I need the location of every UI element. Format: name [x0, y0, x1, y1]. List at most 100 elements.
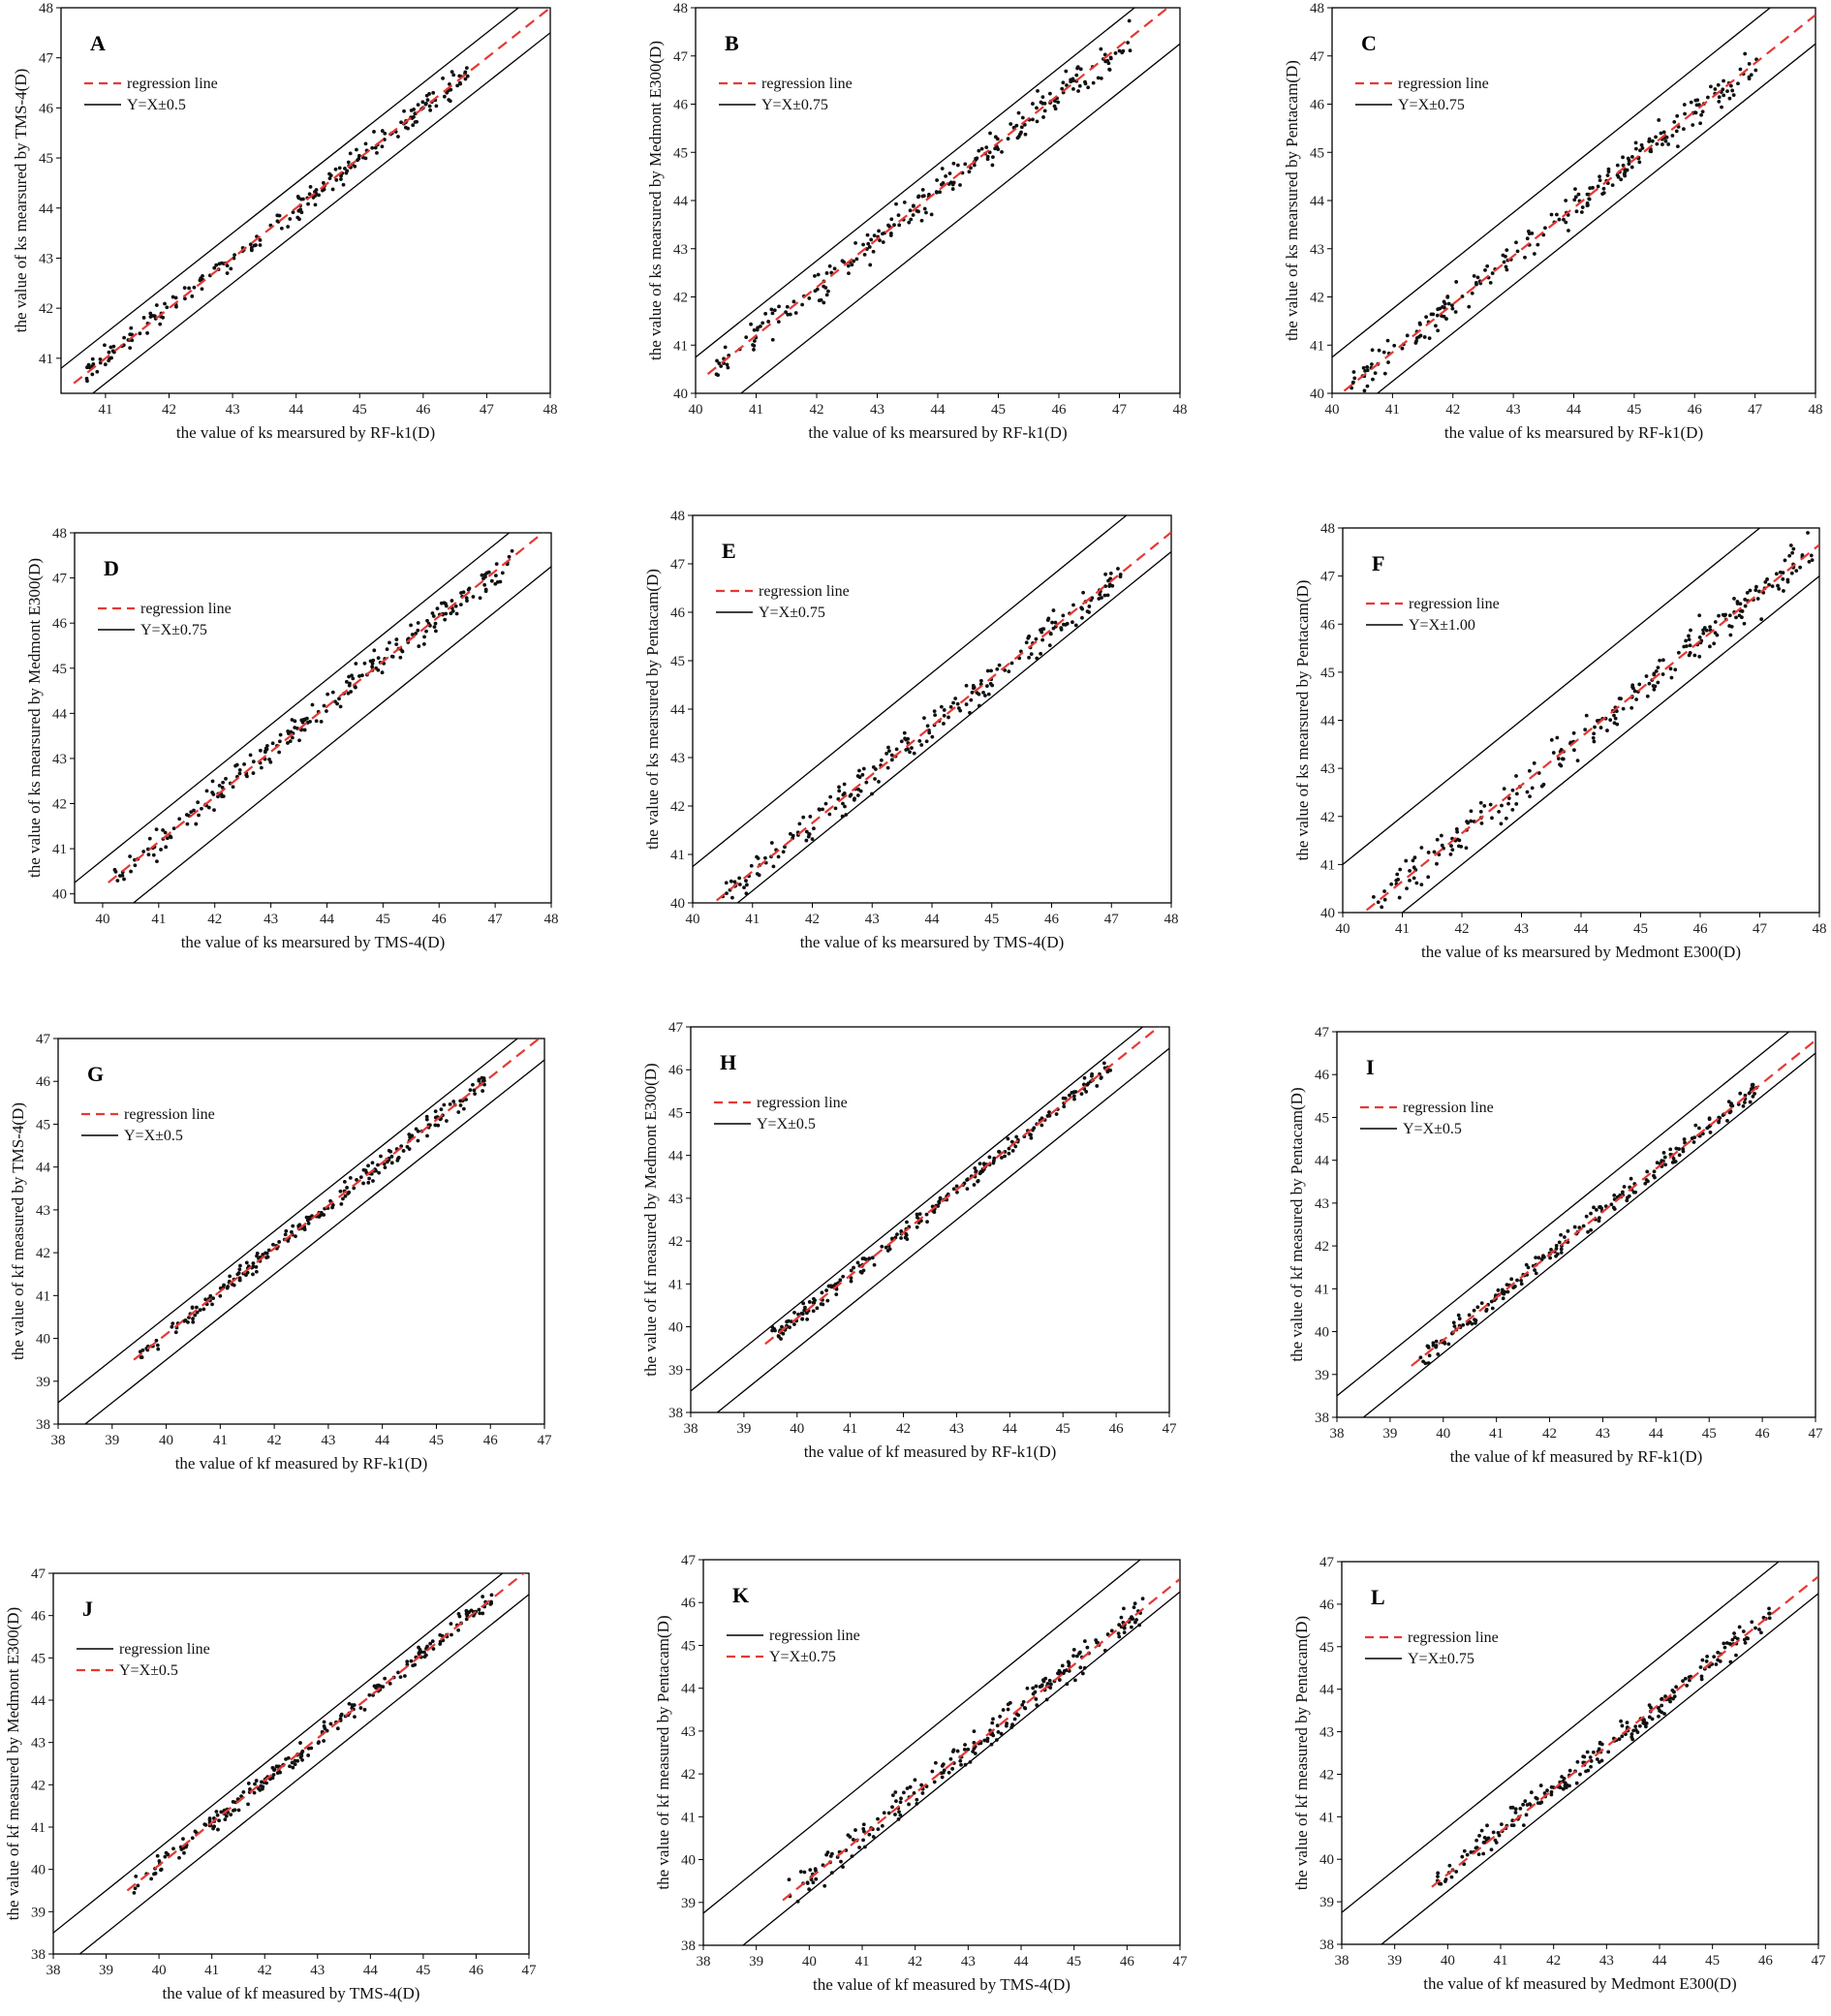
data-point [898, 1800, 903, 1805]
data-point [1432, 850, 1437, 854]
data-point [1594, 1207, 1598, 1212]
data-point [480, 573, 484, 577]
data-point [1717, 613, 1721, 618]
data-point [271, 1773, 276, 1777]
plot-frame [690, 1026, 1170, 1413]
plot-frame [1342, 527, 1820, 914]
data-point [1023, 1706, 1028, 1711]
data-point [366, 1180, 371, 1185]
data-point [1660, 658, 1665, 663]
data-point [902, 200, 907, 204]
data-point [394, 637, 399, 641]
x-tick-label: 41 [204, 1963, 219, 1978]
data-point [1750, 1620, 1754, 1625]
data-point [311, 196, 316, 200]
data-point [1726, 1100, 1731, 1104]
data-point [1000, 149, 1004, 154]
data-point [1479, 1828, 1484, 1833]
data-point [1477, 1833, 1481, 1838]
y-tick-label: 40 [1310, 387, 1324, 402]
data-point [846, 264, 851, 268]
legend-label: regression line [757, 1095, 848, 1111]
y-tick-label: 40 [673, 387, 688, 402]
data-point [291, 210, 295, 214]
data-point [468, 1088, 473, 1093]
data-point [1597, 1216, 1601, 1221]
y-tick-label: 46 [668, 1063, 684, 1078]
data-point [892, 223, 896, 228]
data-point [826, 289, 830, 294]
data-point [237, 771, 242, 776]
data-point [354, 685, 357, 690]
legend-label: Y=X±0.5 [1403, 1121, 1462, 1137]
data-point [1009, 1139, 1014, 1144]
data-point [1572, 748, 1576, 753]
data-point [361, 1167, 366, 1172]
data-point [163, 830, 168, 835]
data-point [841, 792, 846, 797]
data-point [744, 335, 749, 340]
y-tick-label: 42 [670, 799, 685, 815]
data-point [283, 1232, 288, 1237]
legend-label: Y=X±0.5 [127, 97, 186, 113]
data-point [1596, 184, 1600, 189]
data-point [1655, 1161, 1660, 1165]
data-point [1543, 226, 1547, 231]
data-point [1513, 1811, 1518, 1814]
data-point [322, 703, 326, 708]
data-point [471, 595, 476, 599]
data-point [1059, 626, 1064, 631]
data-point [1660, 142, 1664, 146]
data-point [351, 676, 356, 681]
data-point [1500, 1287, 1505, 1292]
data-point [898, 1813, 903, 1817]
data-point [1371, 895, 1376, 899]
data-point [438, 1632, 443, 1637]
data-point [1747, 77, 1752, 81]
data-point [907, 220, 912, 225]
data-point [915, 1212, 919, 1217]
data-point [1511, 1286, 1516, 1290]
data-point [134, 1874, 139, 1878]
data-point [985, 157, 990, 162]
data-point [1000, 1156, 1004, 1160]
data-point [1009, 122, 1013, 126]
data-point [1767, 1616, 1772, 1621]
data-point [1029, 1135, 1034, 1140]
data-point [337, 166, 342, 171]
panel-C: 40 41 42 43 44 45 46 47 48 40 41 42 43 44 45 46 47 48 the … [1274, 0, 1825, 450]
legend-label: regression line [761, 76, 853, 92]
data-point [1727, 96, 1732, 101]
data-point [752, 348, 756, 352]
data-point [414, 631, 419, 636]
data-point [991, 1717, 995, 1721]
data-point [1557, 217, 1562, 222]
data-point [1776, 583, 1780, 588]
data-point [319, 719, 324, 724]
data-point [254, 1269, 259, 1274]
data-point [984, 145, 989, 149]
data-point [295, 215, 300, 220]
x-tick-label: 41 [1489, 1426, 1504, 1442]
data-point [852, 259, 856, 264]
data-point [924, 739, 929, 744]
data-point [1449, 844, 1453, 848]
data-point [190, 1836, 195, 1841]
data-point [232, 1283, 236, 1287]
data-point [271, 1242, 275, 1247]
data-point [1053, 620, 1058, 625]
x-tick-label: 42 [267, 1433, 282, 1448]
data-point [1436, 1352, 1441, 1356]
data-point [481, 1611, 485, 1616]
data-point [1751, 1094, 1755, 1099]
plot-frame [702, 1559, 1181, 1946]
data-point [171, 295, 175, 299]
data-point [1077, 83, 1082, 88]
data-points [787, 1597, 1145, 1904]
data-point [410, 1133, 415, 1138]
data-point [955, 1749, 960, 1753]
data-point [1067, 1660, 1071, 1665]
data-point [1440, 843, 1444, 848]
data-point [1661, 1159, 1665, 1163]
y-tick-label: 43 [1315, 1196, 1329, 1212]
